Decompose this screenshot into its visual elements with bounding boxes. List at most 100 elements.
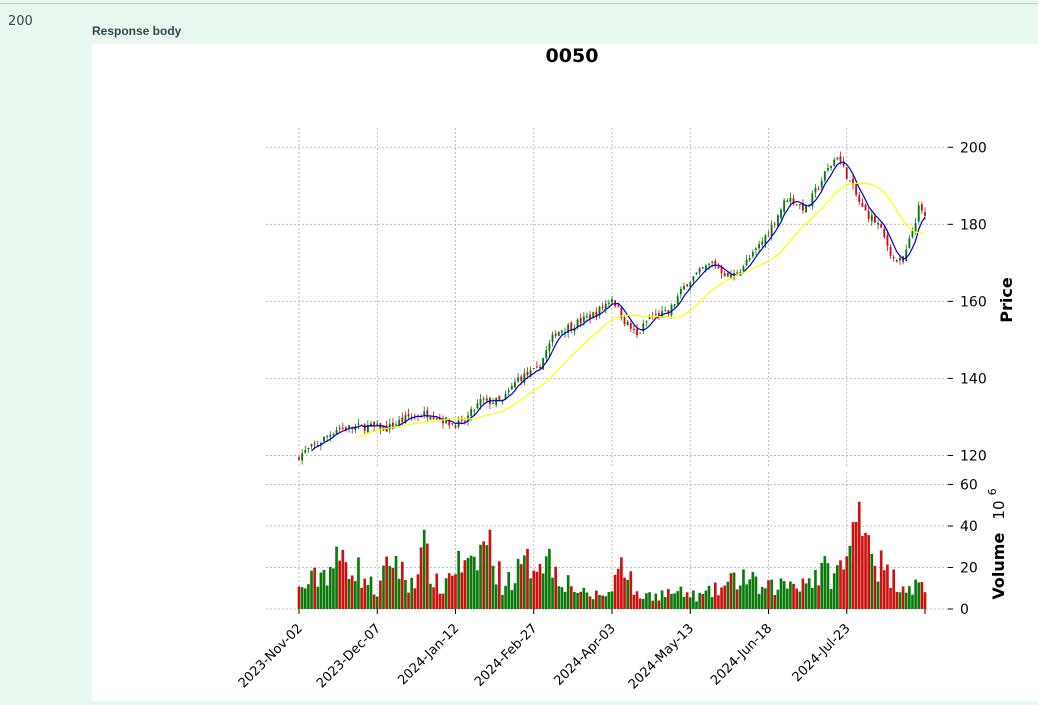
volume-bar	[410, 577, 414, 609]
volume-bar	[901, 586, 905, 609]
candle-body	[758, 244, 761, 249]
volume-bar	[451, 575, 454, 609]
candle-body	[648, 316, 651, 320]
candle-body	[858, 194, 861, 202]
candle-body	[664, 309, 667, 311]
volume-bar	[704, 590, 708, 609]
candle-body	[560, 330, 563, 333]
candle-body	[373, 421, 376, 427]
candle-body	[514, 382, 516, 388]
volume-bar	[810, 587, 814, 609]
candle-body	[917, 205, 920, 222]
candle-body	[642, 323, 645, 332]
candle-body	[708, 263, 710, 265]
candle-body	[683, 285, 685, 290]
volume-bar	[425, 543, 429, 609]
volume-bar	[879, 550, 883, 609]
volume-bar	[864, 532, 867, 609]
candle-body	[445, 417, 448, 424]
volume-bar	[360, 587, 363, 609]
volume-bar	[710, 597, 714, 609]
volume-bar	[776, 589, 780, 609]
volume-bar	[764, 588, 767, 609]
volume-bar	[394, 556, 398, 609]
top-divider	[0, 3, 1038, 4]
candle-body	[870, 215, 873, 222]
volume-bar	[457, 550, 460, 609]
volume-bar	[839, 560, 842, 609]
volume-bar	[479, 544, 482, 609]
volume-bar	[908, 586, 911, 609]
volume-bar	[432, 587, 435, 609]
candle-body	[679, 288, 682, 295]
candle-body	[316, 444, 319, 446]
volume-bar	[400, 561, 404, 609]
candle-body	[842, 161, 845, 166]
volume-bar	[676, 591, 680, 609]
candle-body	[379, 423, 382, 431]
candle-body	[495, 397, 498, 406]
volume-bar	[814, 570, 817, 609]
candle-body	[920, 204, 923, 211]
candle-body	[667, 310, 670, 314]
volume-bar	[497, 561, 501, 609]
volume-tick-label: 20	[960, 560, 978, 576]
volume-bar	[754, 576, 758, 609]
candle-body	[601, 306, 604, 308]
volume-bar	[898, 592, 902, 609]
candle-body	[338, 428, 341, 430]
volume-bar	[751, 572, 755, 609]
candle-body	[695, 272, 698, 275]
volume-bar	[804, 583, 808, 609]
candle-body	[817, 188, 820, 190]
candle-body	[485, 398, 488, 401]
volume-bar	[516, 558, 520, 609]
volume-bar	[601, 595, 604, 609]
volume-bar	[300, 587, 304, 609]
volume-bar	[494, 584, 498, 609]
candle-body	[520, 376, 523, 381]
candle-body	[451, 423, 454, 425]
volume-axis-label: Volume 10 6	[986, 488, 1008, 599]
volume-bar	[670, 593, 673, 609]
volume-bar	[535, 571, 539, 609]
candle-body	[345, 427, 347, 431]
volume-bar	[626, 579, 629, 609]
volume-bar	[688, 597, 692, 609]
volume-bar	[820, 562, 824, 609]
candle-body	[448, 419, 451, 426]
price-tick-label: 180	[960, 217, 987, 233]
candle-body	[423, 411, 426, 416]
volume-bar	[504, 585, 507, 609]
volume-bar	[507, 571, 511, 609]
candle-body	[504, 394, 507, 400]
moving-average-line	[358, 182, 926, 438]
volume-bar	[701, 593, 705, 609]
volume-bar	[726, 581, 730, 609]
candle-body	[567, 324, 570, 333]
candle-body	[357, 423, 360, 425]
candle-body	[611, 299, 613, 303]
candle-body	[576, 319, 579, 327]
candle-body	[442, 419, 444, 424]
volume-bar	[554, 566, 557, 609]
volume-multiplier-base: 10	[990, 501, 1008, 520]
candle-body	[661, 311, 664, 317]
volume-bar	[695, 601, 698, 609]
candle-body	[482, 398, 485, 400]
candle-body	[623, 317, 626, 325]
volume-bar	[466, 557, 470, 609]
volume-bar	[332, 568, 335, 609]
volume-bar	[848, 545, 852, 609]
volume-bar	[460, 572, 464, 609]
volume-bar	[388, 565, 392, 609]
candle-body	[548, 343, 551, 351]
candle-body	[398, 419, 401, 426]
volume-bar	[557, 586, 561, 609]
candle-body	[852, 178, 854, 185]
volume-bar	[861, 535, 864, 609]
volume-bar	[501, 594, 504, 609]
volume-bar	[635, 591, 639, 609]
volume-bar	[454, 574, 457, 609]
candle-body	[836, 157, 839, 160]
